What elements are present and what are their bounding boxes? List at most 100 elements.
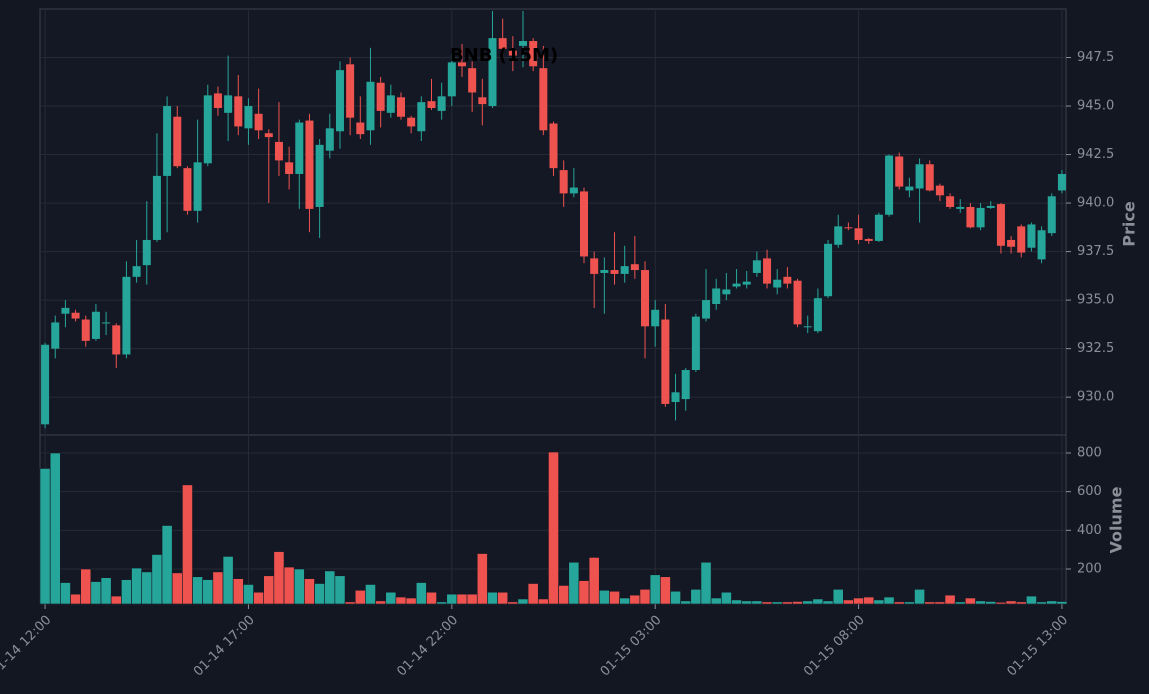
candle-body [549,123,558,169]
candle-body [641,270,650,327]
candle-body [783,276,792,284]
y-tick-label: 940.0 [1077,196,1114,211]
candle-body [854,228,863,240]
y-tick-label: 935.0 [1077,293,1114,308]
candle-body [468,68,477,93]
candle-body [661,319,670,404]
candle-body [244,106,253,129]
candle-body [925,164,934,191]
candle-body [315,144,324,207]
candle-body [224,95,233,113]
y-tick-label: 400 [1077,523,1102,538]
candle-body [1047,196,1056,234]
volume-bar [141,571,153,605]
candle-body [61,307,70,314]
candle-body [651,309,660,327]
candle-body [895,156,904,187]
volume-bar [670,590,681,605]
volume-bar [548,451,559,605]
candle-body [213,93,222,108]
candle-body [702,300,711,319]
volume-bar [1046,600,1058,605]
volume-bar [934,601,946,605]
candle-body [864,238,873,241]
volume-bar [609,590,620,605]
candle-body [71,312,80,319]
volume-bar [863,596,875,605]
candle-body [152,175,161,240]
candle-body [193,162,202,211]
candle-body [488,38,497,107]
candle-body [295,122,304,174]
volume-bar [954,601,966,605]
candle-body [417,102,426,132]
y-tick-label: 942.5 [1077,147,1114,162]
volume-bar [456,593,468,605]
volume-bar [60,582,71,605]
candle-body [427,101,436,108]
candle-body [112,325,121,355]
candle-body [376,82,385,111]
volume-bar [792,601,803,605]
volume-bar [639,589,651,605]
volume-bar [619,597,631,605]
candle-body [620,266,629,274]
candle-body [173,116,182,167]
candle-body [346,64,355,118]
volume-bar [192,576,203,605]
candle-body [122,276,131,355]
volume-bar [914,589,925,605]
candle-body [610,270,619,274]
candle-body [834,226,843,245]
volume-bar [995,601,1007,605]
volume-bar [151,554,163,605]
candle-body [742,281,751,285]
candle-body [386,95,395,113]
price-panel [39,8,1067,436]
volume-bar [904,601,915,605]
candle-body [142,239,151,266]
candle-body [234,96,243,127]
volume-bar [568,561,580,605]
volume-bar [121,579,132,605]
volume-bar [710,597,722,605]
volume-bar [344,601,356,605]
volume-bar [527,583,539,605]
volume-bar [476,553,488,605]
candle-body [305,120,314,209]
candle-body [447,62,456,97]
volume-bar [843,599,854,605]
candle-body [712,288,721,304]
candle-body [285,162,294,174]
volume-bar [578,580,590,605]
candle-body [590,258,599,274]
volume-bar [497,591,509,605]
candle-body [986,205,995,208]
candle-body [1037,230,1046,260]
volume-bar [324,570,336,605]
candle-body [366,81,375,131]
volume-bar [720,591,732,605]
candle-body [976,207,985,228]
volume-bar [680,600,692,605]
y-tick-label: 600 [1077,484,1102,499]
candle-body [630,264,639,271]
volume-bar [965,597,976,605]
candle-body [580,191,589,257]
volume-bar [131,567,142,605]
chart-title: BNB (15M) [450,45,558,66]
volume-bar [690,589,702,605]
candle-body [956,206,965,209]
volume-bar [1026,595,1037,605]
volume-bar [781,601,793,605]
volume-bar [1056,601,1068,605]
volume-bar [232,578,244,605]
volume-axis-label: Volume [1107,486,1126,553]
volume-bar [975,600,986,605]
candle-body [41,344,50,425]
y-tick-label: 932.5 [1077,341,1114,356]
candle-body [813,298,822,332]
candle-body [996,204,1005,246]
candle-body [915,164,924,189]
candle-body [407,117,416,127]
